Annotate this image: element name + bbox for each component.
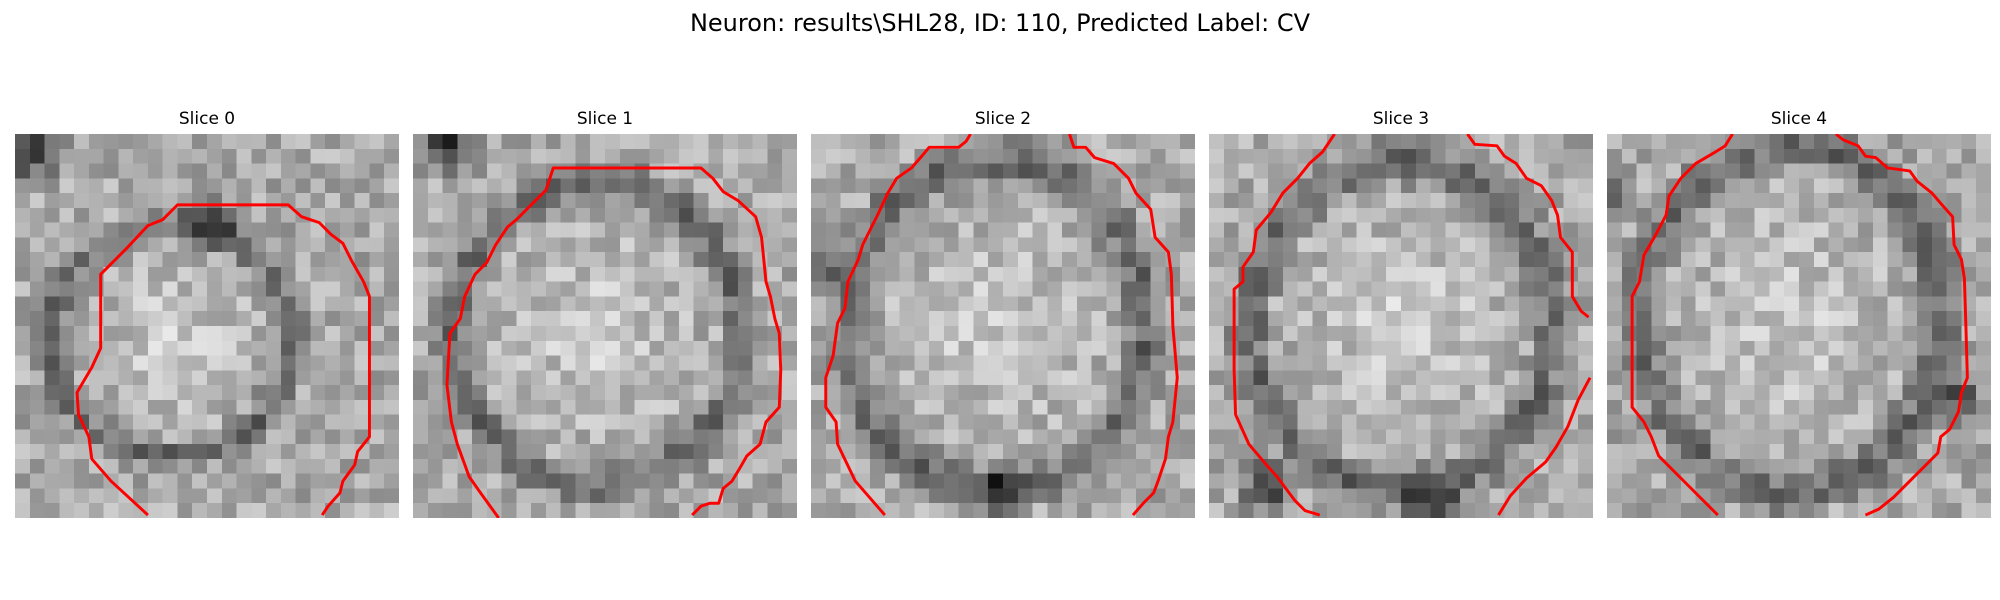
slice-image-frame [811,134,1195,518]
slice-image-frame [15,134,399,518]
figure-title: Neuron: results\SHL28, ID: 110, Predicte… [689,9,1311,37]
microscopy-slice-image [1209,134,1593,518]
cell-contour-overlay [445,166,783,518]
microscopy-slice-image [1607,134,1991,518]
slice-image-frame [1607,134,1991,518]
slice-image-frame [413,134,797,518]
slice-title: Slice 4 [1770,109,1828,129]
slice-title: Slice 0 [178,109,236,129]
cell-contour-overlay [1630,134,1969,517]
cell-contour-overlay [824,134,1179,517]
cell-contour-overlay [75,203,371,517]
microscopy-slice-image [15,134,399,518]
slice-title: Slice 1 [576,109,634,129]
cell-contour-overlay [1232,134,1592,517]
slice-title: Slice 3 [1372,109,1430,129]
slice-title: Slice 2 [974,109,1032,129]
slice-image-frame [1209,134,1593,518]
microscopy-slice-image [811,134,1195,518]
